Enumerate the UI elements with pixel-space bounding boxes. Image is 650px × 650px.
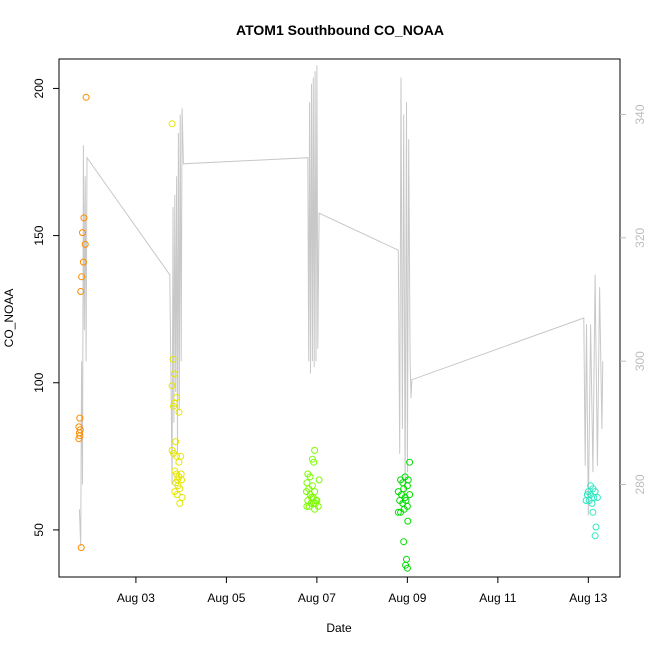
x-tick-label: Aug 09	[388, 591, 426, 605]
data-point	[589, 508, 597, 516]
data-point	[178, 494, 186, 501]
data-point	[400, 485, 408, 493]
data-point	[403, 564, 411, 572]
data-point	[582, 497, 590, 504]
data-point	[168, 382, 176, 390]
data-point	[303, 502, 311, 510]
data-point	[79, 258, 87, 266]
data-point	[176, 485, 184, 493]
data-point	[168, 120, 176, 128]
data-point	[404, 517, 412, 525]
data-point	[175, 458, 183, 466]
data-point	[172, 438, 180, 446]
y2-tick-label: 320	[633, 228, 647, 248]
data-point	[303, 479, 311, 487]
data-point	[76, 432, 84, 440]
data-point	[79, 229, 86, 237]
data-point	[592, 523, 600, 531]
data-point	[394, 508, 402, 516]
y2-axis: 280 300 320 340	[620, 104, 647, 495]
chart-title: ATOM1 Southbound CO_NOAA	[236, 22, 444, 38]
x-tick-label: Aug 03	[117, 591, 155, 605]
data-point	[75, 435, 83, 443]
x-tick-label: Aug 07	[298, 591, 336, 605]
data-point	[397, 508, 405, 516]
data-point	[310, 458, 318, 466]
data-point	[169, 355, 177, 363]
y-axis-label: CO_NOAA	[2, 289, 16, 348]
y2-tick-label: 300	[633, 351, 647, 371]
data-point	[588, 499, 596, 507]
plot-frame	[58, 58, 621, 578]
data-point	[173, 394, 181, 401]
x-tick-label: Aug 05	[207, 591, 245, 605]
data-point	[315, 476, 323, 484]
secondary-series-line	[78, 65, 604, 547]
data-point	[178, 476, 186, 484]
y-tick-label: 200	[32, 78, 46, 98]
data-point	[77, 288, 85, 295]
x-tick-label: Aug 13	[569, 591, 607, 605]
data-point	[170, 370, 178, 378]
data-point	[80, 214, 88, 222]
x-tick-label: Aug 11	[479, 591, 516, 605]
data-point	[306, 473, 314, 481]
data-point	[311, 446, 319, 454]
data-point	[311, 505, 319, 513]
data-point	[305, 502, 313, 510]
data-point	[170, 402, 177, 410]
y-tick-label: 50	[32, 523, 46, 537]
y-tick-label: 100	[32, 372, 46, 392]
y2-tick-label: 340	[633, 104, 647, 124]
data-point	[81, 240, 89, 248]
data-point	[77, 544, 85, 552]
data-point	[401, 494, 409, 501]
data-point	[82, 93, 90, 101]
data-point	[406, 458, 414, 466]
data-point	[175, 408, 183, 416]
x-axis-label: Date	[326, 621, 352, 635]
data-point	[177, 452, 185, 460]
y-tick-label: 150	[32, 225, 46, 245]
points-layer	[75, 93, 601, 572]
data-point	[400, 538, 408, 546]
data-point	[173, 491, 181, 499]
y-axis: 50 100 150 200	[32, 78, 59, 537]
data-point	[170, 399, 178, 407]
data-point	[403, 555, 410, 563]
data-point	[176, 499, 184, 507]
data-point	[173, 452, 181, 460]
x-axis: Aug 03 Aug 05 Aug 07 Aug 09 Aug 11 Aug 13	[117, 577, 608, 605]
data-point	[593, 494, 601, 501]
data-point	[78, 273, 86, 281]
data-point	[76, 414, 84, 422]
data-point	[591, 532, 599, 540]
y2-tick-label: 280	[633, 474, 647, 494]
secondary-line-layer	[78, 65, 604, 547]
